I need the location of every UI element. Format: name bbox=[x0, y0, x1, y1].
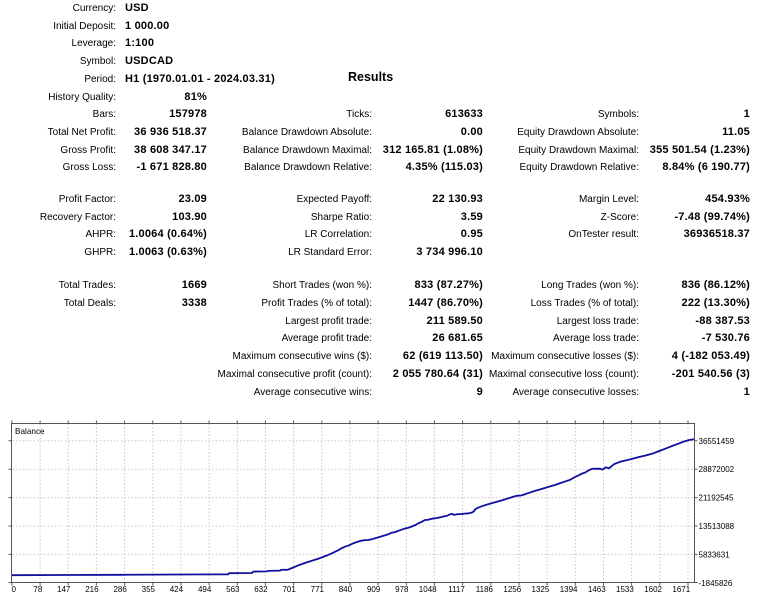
svg-text:632: 632 bbox=[254, 585, 268, 594]
svg-text:978: 978 bbox=[395, 585, 409, 594]
svg-text:1394: 1394 bbox=[560, 585, 578, 594]
svg-text:13513088: 13513088 bbox=[699, 522, 735, 531]
svg-text:1671: 1671 bbox=[672, 585, 690, 594]
svg-text:355: 355 bbox=[142, 585, 156, 594]
svg-text:147: 147 bbox=[57, 585, 71, 594]
svg-text:78: 78 bbox=[33, 585, 42, 594]
svg-text:-1845826: -1845826 bbox=[699, 579, 733, 588]
svg-text:494: 494 bbox=[198, 585, 212, 594]
svg-text:1602: 1602 bbox=[644, 585, 662, 594]
svg-text:286: 286 bbox=[113, 585, 127, 594]
svg-text:1256: 1256 bbox=[503, 585, 521, 594]
svg-text:1117: 1117 bbox=[448, 585, 465, 594]
svg-text:1048: 1048 bbox=[419, 585, 437, 594]
svg-text:424: 424 bbox=[170, 585, 184, 594]
svg-text:771: 771 bbox=[311, 585, 325, 594]
svg-text:1186: 1186 bbox=[476, 585, 494, 594]
svg-text:840: 840 bbox=[339, 585, 353, 594]
svg-text:1463: 1463 bbox=[588, 585, 606, 594]
svg-text:36551459: 36551459 bbox=[699, 437, 735, 446]
svg-text:28872002: 28872002 bbox=[699, 465, 735, 474]
svg-text:216: 216 bbox=[85, 585, 99, 594]
svg-text:21192545: 21192545 bbox=[699, 494, 735, 503]
svg-text:563: 563 bbox=[226, 585, 240, 594]
svg-text:5833631: 5833631 bbox=[699, 550, 731, 559]
svg-text:909: 909 bbox=[367, 585, 381, 594]
svg-text:0: 0 bbox=[12, 585, 17, 594]
svg-text:1533: 1533 bbox=[616, 585, 634, 594]
svg-text:Balance: Balance bbox=[15, 427, 45, 436]
svg-text:1325: 1325 bbox=[532, 585, 550, 594]
svg-text:701: 701 bbox=[282, 585, 296, 594]
